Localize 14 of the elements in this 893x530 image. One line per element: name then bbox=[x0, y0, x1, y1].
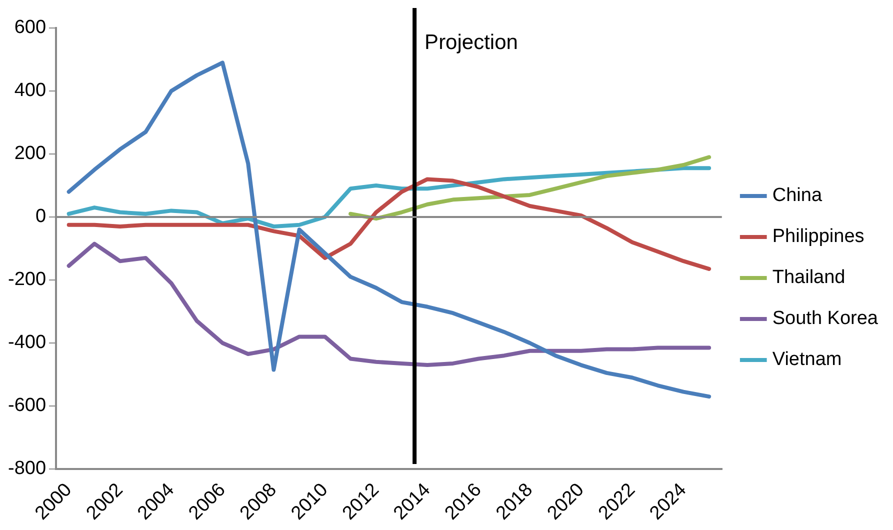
y-tick-label: 200 bbox=[14, 143, 46, 164]
y-tick-label: 0 bbox=[35, 206, 46, 228]
legend-label: Philippines bbox=[772, 226, 864, 248]
legend-label: Vietnam bbox=[772, 349, 842, 370]
legend-label: Thailand bbox=[772, 267, 846, 288]
y-tick-label: -200 bbox=[8, 269, 46, 290]
legend-label: China bbox=[772, 185, 822, 206]
y-tick-label: 400 bbox=[14, 80, 46, 102]
y-tick-label: -800 bbox=[8, 458, 46, 480]
y-tick-label: -600 bbox=[8, 395, 46, 416]
y-tick-label: -400 bbox=[8, 332, 46, 354]
ref-line-label: Projection bbox=[424, 30, 518, 54]
y-tick-label: 600 bbox=[14, 17, 46, 38]
legend-label: South Korea bbox=[772, 308, 878, 330]
